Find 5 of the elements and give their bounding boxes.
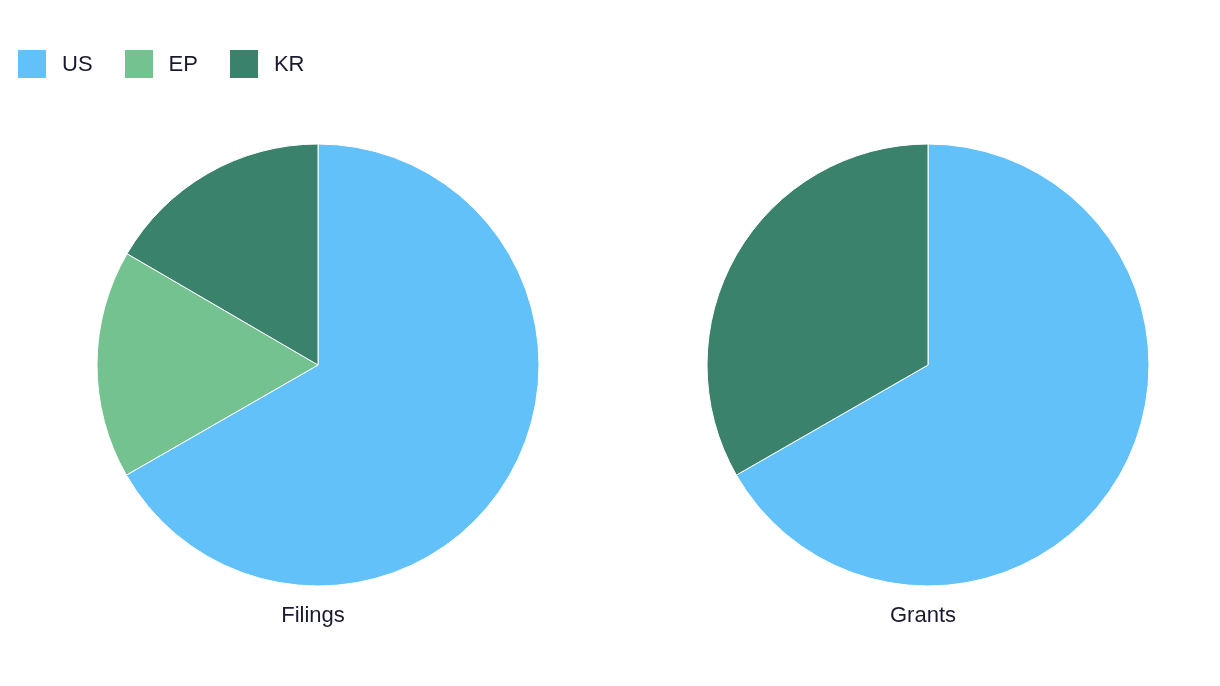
legend-label: KR	[273, 51, 305, 77]
text: Grants	[889, 602, 957, 628]
legend-label: EP	[168, 51, 198, 77]
legend-label: US	[62, 51, 93, 77]
text: Filings	[280, 602, 346, 628]
